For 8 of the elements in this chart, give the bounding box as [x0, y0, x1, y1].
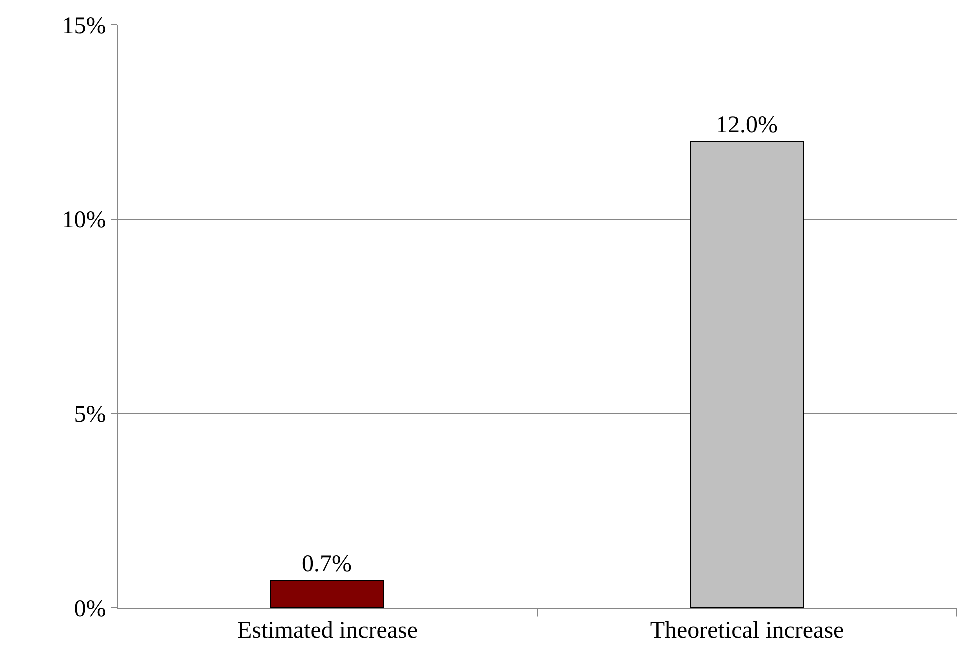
x-tick-label: Estimated increase — [237, 618, 418, 644]
x-tick-label: Theoretical increase — [650, 618, 844, 644]
y-tick-label: 10% — [62, 208, 106, 234]
y-tick-label: 15% — [62, 13, 106, 40]
data-label: 12.0% — [716, 112, 778, 138]
data-label: 0.7% — [302, 552, 352, 578]
y-tick-label: 0% — [74, 596, 106, 622]
y-tick-label: 5% — [74, 402, 106, 428]
